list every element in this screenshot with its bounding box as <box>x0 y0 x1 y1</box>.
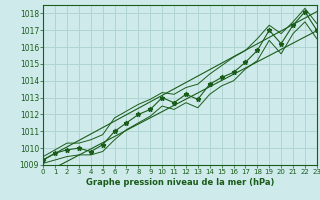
X-axis label: Graphe pression niveau de la mer (hPa): Graphe pression niveau de la mer (hPa) <box>86 178 274 187</box>
